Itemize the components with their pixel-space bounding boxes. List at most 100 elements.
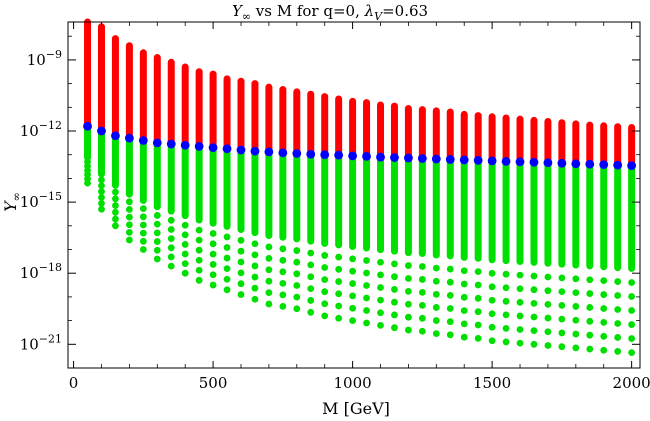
green-point	[363, 294, 370, 302]
green-point	[349, 292, 357, 300]
green-point	[391, 298, 398, 306]
green-point	[153, 212, 161, 219]
blue-point	[124, 133, 134, 143]
green-point	[293, 305, 301, 313]
green-point	[530, 327, 538, 335]
green-point	[251, 284, 259, 292]
green-point	[600, 291, 608, 298]
green-point	[125, 228, 133, 236]
x-tick-label: 1500	[473, 374, 511, 392]
green-point	[488, 323, 496, 331]
green-point	[209, 271, 217, 279]
green-point	[405, 326, 412, 334]
green-point	[84, 179, 91, 187]
green-point	[530, 272, 538, 280]
green-point	[265, 300, 273, 308]
green-point	[558, 315, 566, 323]
green-point	[279, 279, 287, 287]
y-tick-label: 10−18	[20, 261, 62, 282]
green-point	[488, 310, 496, 318]
green-point	[195, 256, 203, 264]
blue-point	[180, 140, 190, 150]
green-point	[321, 288, 329, 296]
green-point	[209, 261, 217, 268]
green-point	[139, 205, 147, 213]
green-point	[237, 291, 245, 298]
title-middle: vs M for q=0,	[251, 2, 365, 20]
green-point	[279, 302, 287, 310]
green-point	[418, 314, 426, 322]
green-point	[363, 319, 370, 327]
blue-point	[376, 152, 385, 162]
blue-point	[515, 157, 525, 167]
blue-point	[473, 156, 483, 165]
green-point	[502, 270, 510, 278]
green-point	[502, 284, 510, 292]
blue-point	[543, 158, 553, 168]
y-axis-title-sub: ∞	[10, 192, 23, 201]
green-point	[181, 269, 189, 277]
green-point	[251, 295, 259, 303]
green-point	[335, 290, 343, 298]
x-axis-title: M [GeV]	[322, 399, 390, 418]
green-point	[502, 338, 510, 346]
green-point	[405, 313, 412, 321]
green-point	[181, 231, 189, 239]
green-point	[251, 251, 259, 259]
green-point	[446, 318, 454, 326]
green-point	[181, 221, 189, 229]
green-point	[614, 320, 622, 327]
green-point	[349, 255, 357, 263]
green-point	[572, 344, 580, 352]
green-point	[628, 279, 636, 286]
green-point	[293, 247, 301, 254]
green-point	[223, 286, 231, 294]
green-point	[293, 270, 301, 278]
green-point	[391, 273, 398, 281]
chart-title: Y∞ vs M for q=0, λV=0.63	[232, 2, 428, 23]
blue-point	[529, 157, 539, 167]
green-point	[586, 345, 594, 353]
green-point	[335, 265, 343, 273]
green-point	[307, 249, 315, 257]
green-point	[432, 330, 440, 338]
green-point	[349, 267, 357, 275]
green-point	[139, 213, 147, 221]
blue-point	[111, 131, 120, 141]
green-point	[502, 297, 510, 305]
green-point	[418, 327, 426, 335]
green-point	[391, 260, 398, 268]
blue-point	[599, 160, 609, 170]
green-point	[474, 281, 482, 289]
green-point	[544, 300, 552, 308]
green-point	[600, 318, 608, 326]
green-point	[446, 291, 454, 299]
green-point	[349, 280, 357, 287]
blue-point	[194, 142, 204, 151]
green-point	[558, 343, 566, 351]
green-point	[265, 243, 273, 251]
green-point	[335, 314, 343, 322]
green-point	[153, 229, 161, 237]
green-point	[600, 305, 608, 312]
green-point	[516, 271, 524, 279]
green-point	[474, 294, 482, 302]
green-point	[600, 346, 608, 354]
green-point	[139, 246, 147, 253]
green-point	[377, 296, 384, 304]
green-point	[460, 293, 468, 301]
green-point	[614, 292, 622, 299]
blue-point	[334, 150, 344, 160]
green-point	[488, 283, 496, 291]
green-point	[223, 244, 231, 251]
green-point	[460, 280, 468, 288]
blue-point	[445, 155, 455, 164]
green-point	[516, 339, 524, 347]
green-point	[572, 330, 580, 338]
blue-point	[571, 159, 581, 169]
green-point	[209, 250, 217, 258]
y-axis-ticks: 10−21 10−18 10−15 10−12 10−9	[20, 35, 640, 369]
green-point	[614, 348, 622, 355]
green-point	[432, 290, 440, 298]
green-point	[98, 182, 105, 190]
